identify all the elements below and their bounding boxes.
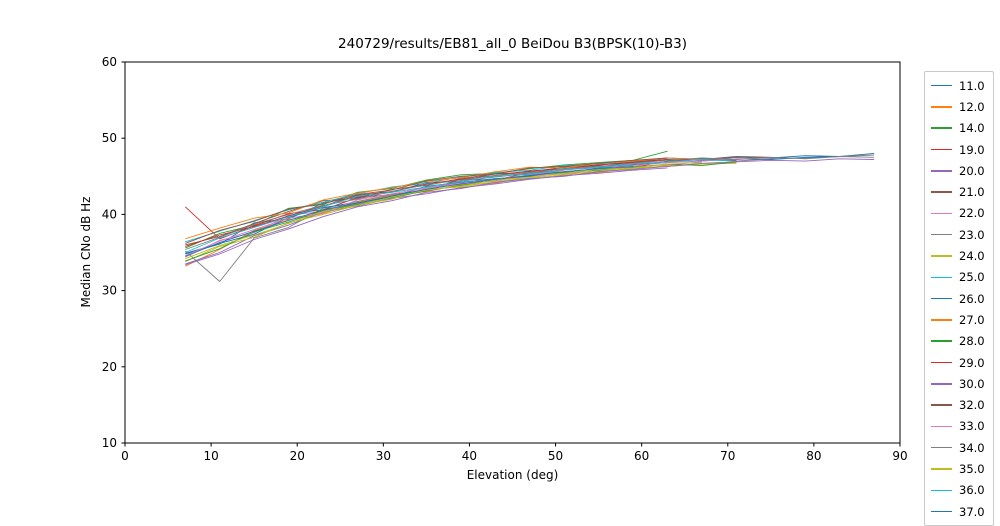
legend-item: 12.0 [931,96,985,117]
legend-label: 11.0 [959,78,985,93]
legend-item: 19.0 [931,139,985,160]
legend-line-sample [931,319,952,321]
legend-label: 37.0 [959,504,985,519]
y-axis-label: Median CNo dB Hz [79,196,93,308]
legend-line-sample [931,170,952,172]
legend-item: 27.0 [931,309,985,330]
x-tick-label: 50 [548,449,563,463]
legend-label: 36.0 [959,483,985,498]
legend-line-sample [931,276,952,279]
legend-line-sample [931,361,952,364]
x-tick-label: 40 [462,449,477,463]
legend-item: 24.0 [931,245,985,266]
legend-line-sample [931,425,952,428]
legend-line-sample [931,255,952,257]
figure: 0 10 20 30 40 50 60 70 80 90 10 20 30 40 50 60 240729/r… [79,36,994,526]
legend-label: 33.0 [959,419,985,434]
series-line-33.0 [185,157,771,256]
series-line-29.0 [185,159,668,247]
legend-line-sample [931,212,952,215]
legend-item: 34.0 [931,437,985,458]
legend-item: 21.0 [931,181,985,202]
x-tick-label: 60 [634,449,649,463]
legend-label: 27.0 [959,312,985,327]
legend-line-sample [931,383,952,385]
legend-line-sample [931,510,952,513]
legend-item: 29.0 [931,352,985,373]
legend-line-sample [931,84,952,87]
legend-label: 28.0 [959,334,985,349]
y-tick-label: 10 [102,436,117,450]
series-line-30.0 [185,158,875,266]
legend-label: 26.0 [959,291,985,306]
legend-line-sample [931,233,952,236]
legend-item: 28.0 [931,331,985,352]
y-tick-label: 50 [102,131,117,145]
chart-title: 240729/results/EB81_all_0 BeiDou B3(BPSK… [338,36,687,52]
plot-frame [124,61,901,444]
series-line-21.0 [185,156,771,246]
legend-item: 35.0 [931,458,985,479]
legend-item: 26.0 [931,288,985,309]
series-line-36.0 [185,159,737,253]
legend-label: 30.0 [959,376,985,391]
legend-line-sample [931,191,952,193]
legend-label: 12.0 [959,99,985,114]
legend-label: 23.0 [959,227,985,242]
x-tick-label: 0 [121,449,129,463]
plot-area: 0 10 20 30 40 50 60 70 80 90 10 20 30 40 50 60 [102,55,908,463]
legend-label: 22.0 [959,206,985,221]
x-tick-label: 20 [290,449,305,463]
x-tick-label: 90 [892,449,907,463]
series-line-34.0 [185,154,875,250]
legend-line-sample [931,446,952,449]
legend-line-sample [931,468,952,470]
legend-item: 30.0 [931,373,985,394]
legend-item: 32.0 [931,394,985,415]
legend-item: 36.0 [931,480,985,501]
legend-item: 37.0 [931,501,985,522]
legend-label: 24.0 [959,249,985,264]
legend-label: 14.0 [959,121,985,136]
legend-item: 20.0 [931,160,985,181]
legend-line-sample [931,297,952,300]
legend-item: 25.0 [931,267,985,288]
y-tick-label: 20 [102,360,117,374]
legend-label: 25.0 [959,270,985,285]
y-tick-label: 30 [102,284,117,298]
x-tick-label: 30 [376,449,391,463]
y-tick-label: 60 [102,55,117,69]
legend-label: 32.0 [959,398,985,413]
legend-label: 19.0 [959,142,985,157]
legend-item: 33.0 [931,416,985,437]
legend-line-sample [931,148,952,151]
series-line-35.0 [185,162,702,260]
legend-line-sample [931,489,952,492]
legend-line-sample [931,127,952,129]
x-tick-label: 10 [203,449,218,463]
legend-label: 20.0 [959,163,985,178]
legend-item: 11.0 [931,75,985,96]
legend-label: 21.0 [959,185,985,200]
x-tick-label: 80 [806,449,821,463]
series-line-22.0 [185,161,702,258]
legend-item: 22.0 [931,203,985,224]
legend: 11.0 12.0 14.0 19.0 20.0 21.0 22.0 23.0 24.0 25.0… [924,71,994,526]
legend-line-sample [931,404,952,406]
series-line-32.0 [185,157,668,244]
legend-label: 29.0 [959,355,985,370]
legend-label: 34.0 [959,440,985,455]
series-line-37.0 [185,165,634,257]
legend-label: 35.0 [959,461,985,476]
x-tick-label: 70 [720,449,735,463]
series-line-28.0 [185,161,737,262]
legend-item: 23.0 [931,224,985,245]
y-tick-label: 40 [102,207,117,221]
x-axis-label: Elevation (deg) [466,468,559,482]
legend-line-sample [931,340,952,342]
legend-line-sample [931,106,952,108]
legend-item: 14.0 [931,118,985,139]
